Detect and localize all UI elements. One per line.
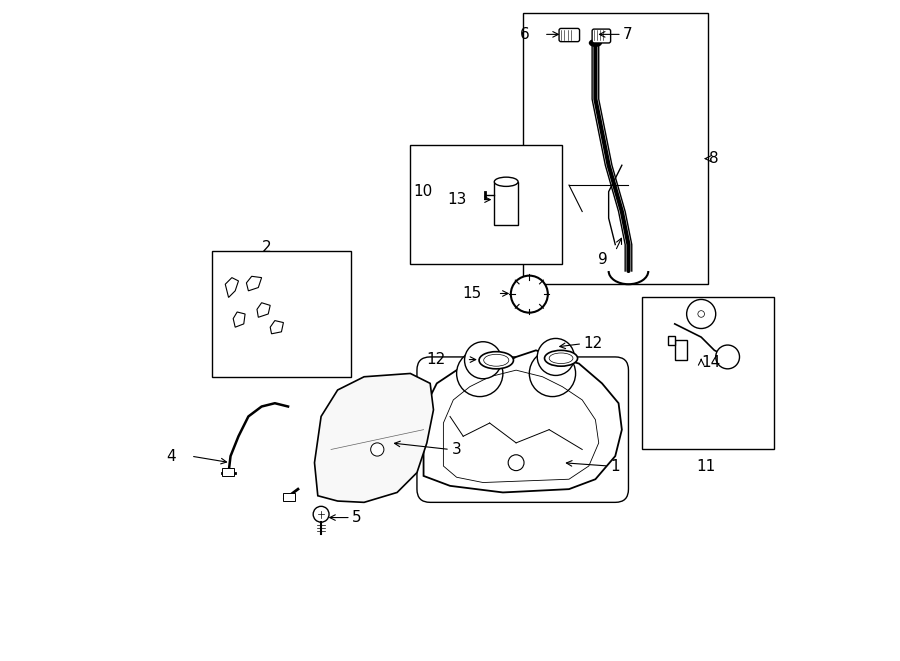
Circle shape [537,338,574,375]
Text: 11: 11 [696,459,716,473]
Text: 12: 12 [583,336,603,351]
Text: 5: 5 [352,510,362,525]
Ellipse shape [698,311,705,317]
Bar [675,340,687,360]
Bar [222,468,234,476]
Bar [642,297,774,449]
Circle shape [511,276,548,313]
Text: 8: 8 [709,151,719,166]
Circle shape [529,350,576,397]
Ellipse shape [479,352,514,369]
PathPatch shape [314,373,434,502]
Circle shape [687,299,716,329]
FancyBboxPatch shape [592,29,610,43]
Circle shape [508,455,524,471]
FancyBboxPatch shape [417,357,628,502]
Ellipse shape [590,40,601,46]
Ellipse shape [544,350,578,366]
Bar [494,182,518,225]
Text: 9: 9 [598,252,608,266]
Ellipse shape [483,354,508,366]
Text: 7: 7 [623,27,633,42]
FancyBboxPatch shape [559,28,580,42]
Text: 3: 3 [451,442,461,457]
PathPatch shape [424,350,622,492]
Bar [410,145,562,264]
Text: 15: 15 [463,286,482,301]
Ellipse shape [494,177,518,186]
Circle shape [456,350,503,397]
Text: 10: 10 [414,184,433,199]
Bar [668,336,675,345]
Text: 6: 6 [519,27,529,42]
Text: 13: 13 [447,192,466,207]
Circle shape [371,443,384,456]
Circle shape [716,345,740,369]
Text: 2: 2 [262,241,271,255]
Circle shape [313,506,329,522]
Text: 14: 14 [701,355,720,369]
Circle shape [464,342,501,379]
Text: 4: 4 [166,449,176,463]
Bar [523,13,707,284]
Bar [212,251,351,377]
Text: 1: 1 [610,459,619,473]
Ellipse shape [549,353,573,364]
Bar [284,493,295,501]
Text: 12: 12 [427,352,446,367]
